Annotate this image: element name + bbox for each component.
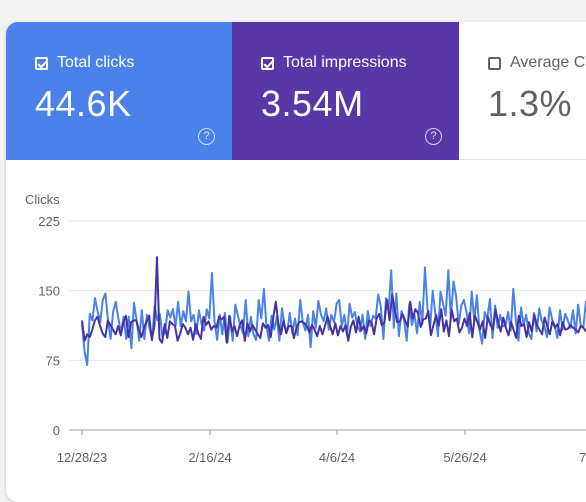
- y-tick-label: 150: [38, 284, 60, 299]
- average-ctr-metric[interactable]: Average CTR 1.3%: [459, 22, 586, 160]
- y-axis-label: Clicks: [25, 192, 60, 207]
- total-clicks-label: Total clicks: [57, 54, 135, 71]
- average-ctr-value: 1.3%: [488, 83, 573, 124]
- help-icon[interactable]: ?: [198, 128, 215, 145]
- x-tick-label: 2/16/24: [188, 450, 231, 465]
- total-clicks-checkbox[interactable]: [35, 56, 48, 70]
- average-ctr-checkbox[interactable]: [488, 56, 501, 70]
- y-tick-label: 225: [38, 214, 60, 229]
- total-clicks-value: 44.6K: [35, 83, 132, 124]
- y-tick-label: 75: [46, 353, 60, 368]
- average-ctr-label: Average CTR: [510, 54, 586, 71]
- clicks-line-chart: Clicks 0 75 150 225 12/28/23 2/16/24 4/6/24 5/…: [25, 192, 586, 465]
- x-tick-label: 4/6/24: [319, 450, 355, 465]
- x-tick-label: 12/28/23: [57, 450, 108, 465]
- total-clicks-metric[interactable]: Total clicks 44.6K ?: [6, 22, 232, 160]
- y-tick-label: 0: [53, 423, 60, 438]
- x-tick-label: 7/1: [579, 450, 586, 465]
- total-impressions-checkbox[interactable]: [261, 56, 274, 70]
- total-impressions-value: 3.54M: [261, 83, 364, 124]
- performance-card: Total clicks 44.6K ? Total impressions 3…: [6, 22, 586, 502]
- x-tick-label: 5/26/24: [443, 450, 486, 465]
- help-icon[interactable]: ?: [425, 128, 442, 145]
- total-impressions-label: Total impressions: [283, 54, 407, 71]
- total-impressions-metric[interactable]: Total impressions 3.54M ?: [232, 22, 459, 160]
- series-line-2: [81, 256, 586, 344]
